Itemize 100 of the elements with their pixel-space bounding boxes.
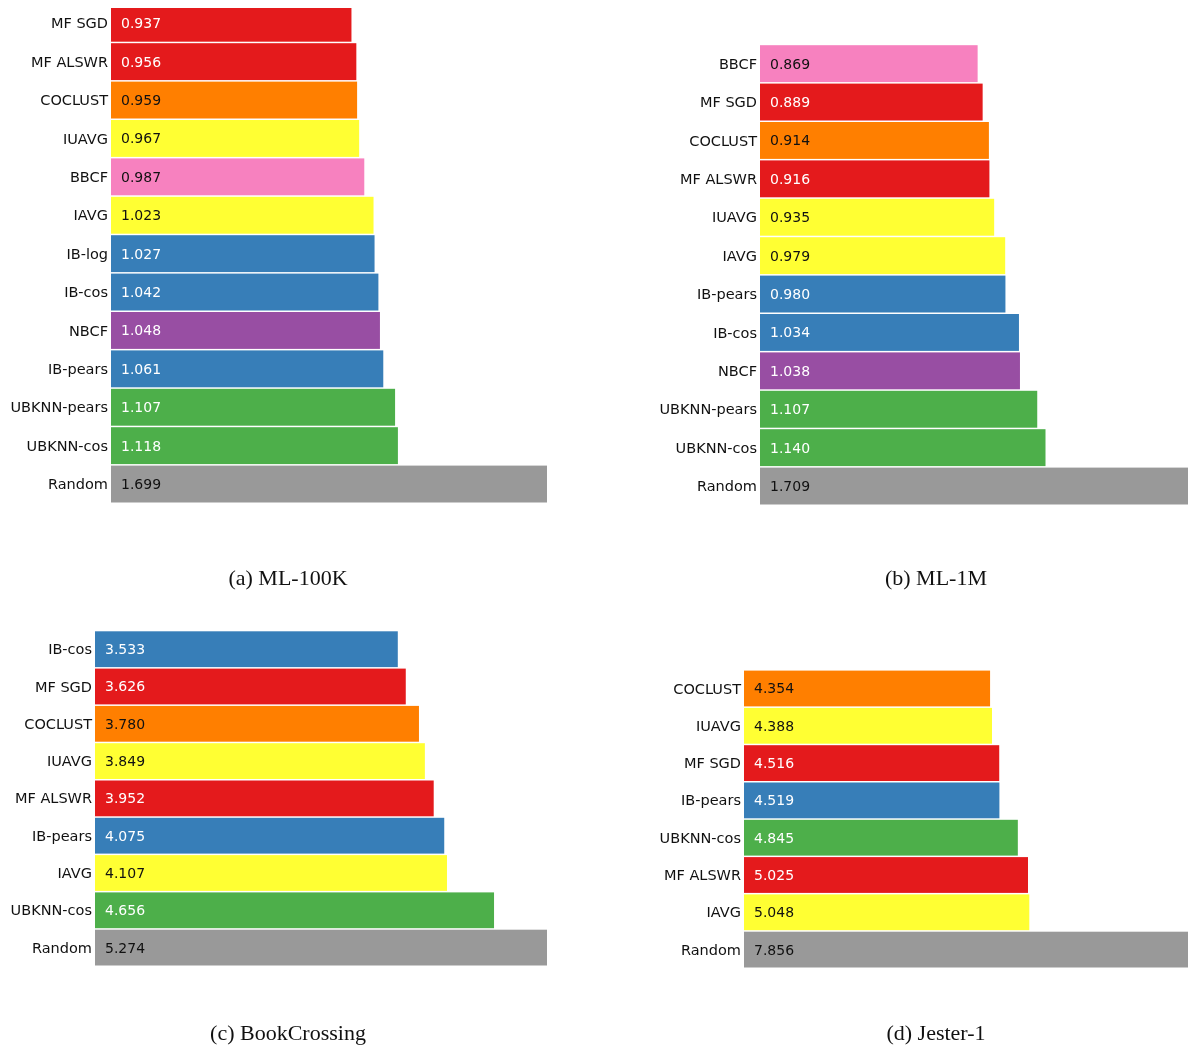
bar [95,743,425,779]
data-label: 4.388 [754,717,795,734]
data-label: 1.027 [121,245,162,262]
bar [760,160,990,198]
data-label: 5.048 [754,904,795,921]
y-tick-label: MF ALSWR [30,53,108,70]
bar [760,467,1188,505]
data-label: 5.025 [754,866,795,883]
data-label: 1.023 [121,207,162,224]
data-label: 0.935 [770,209,811,226]
y-tick-label: UBKNN-pears [10,399,108,416]
data-label: 0.987 [121,168,162,185]
y-tick-label: IB-cos [48,641,92,658]
data-label: 0.980 [770,285,811,302]
data-label: 0.937 [121,15,162,32]
y-tick-label: IB-pears [32,827,92,844]
y-tick-label: NBCF [717,362,757,379]
y-tick-label: COCLUST [689,132,758,149]
y-tick-label: IUAVG [711,209,757,226]
y-tick-label: NBCF [68,322,108,339]
y-tick-label: IB-pears [48,360,108,377]
data-label: 4.107 [105,864,146,881]
y-tick-label: COCLUST [40,92,109,109]
data-label: 0.967 [121,130,162,147]
data-label: 1.038 [770,362,811,379]
data-label: 1.048 [121,322,162,339]
y-tick-label: MF SGD [683,755,741,772]
text: (b) ML-1M [884,565,988,590]
bar [95,668,406,705]
y-tick-label: COCLUST [24,715,93,732]
bar [95,855,447,891]
y-tick-label: UBKNN-cos [26,437,108,454]
text: (a) ML-100K [228,565,348,590]
y-tick-label: BBCF [69,168,108,185]
y-tick-label: MF ALSWR [14,790,92,807]
y-tick-label: IUAVG [695,717,741,734]
bar [111,81,358,119]
data-label: 1.140 [770,439,811,456]
y-tick-label: IAVG [706,904,741,921]
bar [95,705,419,742]
y-tick-label: COCLUST [673,680,742,697]
data-label: 0.916 [770,170,811,187]
bar [744,745,1000,781]
data-label: 1.699 [121,475,162,492]
data-label: 1.034 [770,324,811,341]
y-tick-label: MF ALSWR [679,170,757,187]
y-tick-label: IAVG [73,207,108,224]
bar [760,122,989,159]
data-label: 5.274 [105,939,146,956]
data-label: 1.107 [121,399,162,416]
y-tick-label: IAVG [722,247,757,264]
text: (d) Jester-1 [886,1020,986,1045]
y-tick-label: BBCF [718,55,757,72]
y-tick-label: IB-cos [64,284,108,301]
data-label: 0.889 [770,93,811,110]
data-label: 1.107 [770,401,811,418]
bar [111,196,374,234]
bar [111,273,379,311]
y-tick-label: IUAVG [46,753,92,770]
bar [111,158,365,196]
y-tick-label: Random [680,941,741,958]
data-label: 4.516 [754,755,795,771]
y-tick-label: IB-cos [713,324,757,341]
y-tick-label: IUAVG [62,130,108,147]
y-tick-label: Random [31,939,92,956]
data-label: 4.656 [105,902,146,919]
y-tick-label: MF SGD [34,678,92,695]
data-label: 7.856 [754,941,795,958]
bar [744,857,1028,893]
y-tick-label: UBKNN-pears [659,401,757,418]
data-label: 0.869 [770,55,811,72]
data-label: 4.075 [105,827,146,844]
bar [95,929,547,966]
bar [744,819,1018,856]
data-label: 4.354 [754,680,795,697]
y-tick-label: MF ALSWR [663,867,741,884]
y-tick-label: IB-pears [681,792,741,809]
data-label: 0.979 [770,247,811,264]
data-label: 3.780 [105,715,146,732]
y-tick-label: MF SGD [50,15,108,32]
text: (c) BookCrossing [210,1020,366,1045]
bar [95,631,398,668]
y-tick-label: IB-log [66,245,108,262]
data-label: 3.952 [105,790,146,807]
bar [744,707,992,744]
y-tick-label: IB-pears [697,286,757,303]
data-label: 3.533 [105,641,146,658]
data-label: 0.959 [121,91,162,108]
data-label: 1.118 [121,437,162,454]
bar [111,465,547,503]
y-tick-label: Random [696,478,757,495]
y-tick-label: IAVG [57,865,92,882]
y-tick-label: UBKNN-cos [10,902,92,919]
bar [744,670,991,707]
data-label: 1.042 [121,283,162,300]
bar [744,931,1188,968]
bar [760,352,1020,390]
bar [760,83,983,121]
bar [760,45,978,83]
y-tick-label: UBKNN-cos [675,439,757,456]
